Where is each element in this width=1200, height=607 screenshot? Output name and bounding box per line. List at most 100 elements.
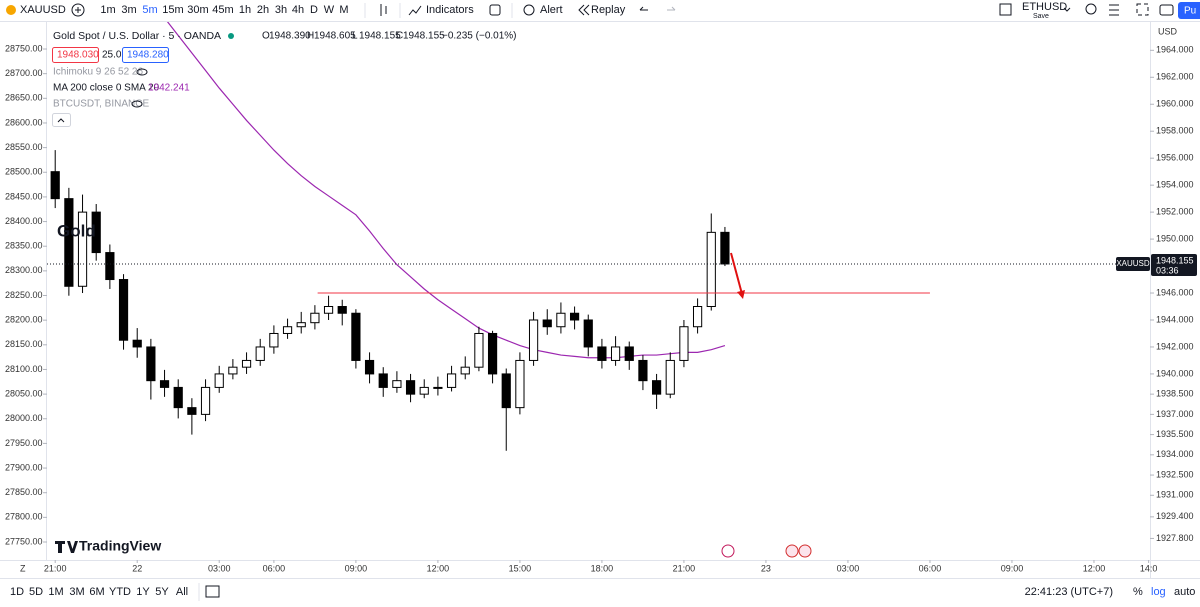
candle-body xyxy=(214,373,224,388)
replay-button[interactable]: Replay xyxy=(591,4,626,16)
chart-type-button[interactable] xyxy=(380,4,387,16)
interval-button[interactable]: 2h xyxy=(257,4,269,16)
interval-button[interactable]: W xyxy=(324,4,335,16)
x-tick-label: 09:00 xyxy=(345,563,368,573)
candle-body xyxy=(515,359,525,409)
spread: 25.0 xyxy=(102,50,122,61)
candle-body xyxy=(282,326,293,334)
save-label[interactable]: Save xyxy=(1033,13,1049,20)
y-tick-label: 1944.000 xyxy=(1156,314,1194,324)
candle-body xyxy=(487,332,498,375)
interval-button[interactable]: 3m xyxy=(121,4,136,16)
y-tick-label: 1956.000 xyxy=(1156,153,1194,163)
range-button[interactable]: 5Y xyxy=(155,586,169,598)
symbol-tag-label: XAUUSD xyxy=(1116,259,1150,268)
indicators-button[interactable]: Indicators xyxy=(426,4,474,16)
layout-name[interactable]: ETHUSD xyxy=(1022,1,1067,13)
candle-body xyxy=(665,359,675,395)
candle-body xyxy=(433,386,443,389)
candle-body xyxy=(310,312,320,324)
brand-logo xyxy=(55,541,78,553)
candle-body xyxy=(146,346,156,382)
templates-button[interactable] xyxy=(489,4,501,16)
ohlc-label: C xyxy=(396,31,403,42)
range-button[interactable]: 1Y xyxy=(136,586,150,598)
range-button[interactable]: 3M xyxy=(69,586,84,598)
legend-change: −0.235 (−0.01%) xyxy=(442,31,517,42)
symbol-tag xyxy=(1116,256,1150,271)
candle-body xyxy=(323,306,334,314)
percent-toggle[interactable]: % xyxy=(1133,586,1143,598)
candle-body xyxy=(405,380,416,395)
interval-button[interactable]: D xyxy=(310,4,318,16)
y2-tick-label: 27900.00 xyxy=(5,462,43,472)
interval-button[interactable]: 45m xyxy=(212,4,233,16)
y-tick-label: 1932.500 xyxy=(1156,469,1194,479)
ma-value: 1942.241 xyxy=(148,83,190,94)
ask-box[interactable] xyxy=(122,47,169,63)
layout-menu[interactable] xyxy=(1063,7,1071,12)
hidden-icon[interactable] xyxy=(136,68,148,76)
candle-body xyxy=(651,380,662,395)
ask: 1948.280 xyxy=(127,50,169,61)
layout-icon[interactable] xyxy=(999,3,1012,16)
settings-button[interactable] xyxy=(1109,4,1119,16)
interval-button[interactable]: 4h xyxy=(292,4,304,16)
event-marker[interactable] xyxy=(785,544,799,558)
y2-tick-label: 28200.00 xyxy=(5,315,43,325)
range-button[interactable]: 1M xyxy=(48,586,63,598)
event-marker[interactable] xyxy=(721,544,735,558)
interval-button[interactable]: 30m xyxy=(187,4,208,16)
x-tick-label: 09:00 xyxy=(1001,563,1024,573)
bid-box[interactable] xyxy=(52,47,99,63)
legend-title: Gold Spot / U.S. Dollar · 5 · OANDA xyxy=(53,30,221,42)
y2-tick-label: 28600.00 xyxy=(5,117,43,127)
auto-toggle[interactable]: auto xyxy=(1174,586,1195,598)
interval-button[interactable]: 5m xyxy=(142,4,157,16)
snapshot-button[interactable] xyxy=(1159,4,1174,16)
y2-tick-label: 28750.00 xyxy=(5,43,43,53)
y2-tick-label: 27950.00 xyxy=(5,438,43,448)
log-toggle[interactable]: log xyxy=(1151,586,1166,598)
y-tick-label: 1942.000 xyxy=(1156,341,1194,351)
y2-tick-label: 28250.00 xyxy=(5,290,43,300)
candle-body xyxy=(228,366,238,375)
range-button[interactable]: All xyxy=(176,586,188,598)
symbol[interactable]: XAUUSD xyxy=(20,4,66,16)
y2-tick-label: 28700.00 xyxy=(5,68,43,78)
x-tick-label: 23 xyxy=(761,563,771,573)
publish-button[interactable] xyxy=(1178,2,1200,19)
hidden-icon[interactable] xyxy=(131,100,143,108)
interval-button[interactable]: 1h xyxy=(239,4,251,16)
range-button[interactable]: YTD xyxy=(109,586,131,598)
candle-body xyxy=(583,319,593,348)
market-open-dot xyxy=(228,33,234,39)
interval-button[interactable]: 1m xyxy=(100,4,115,16)
compare-button[interactable] xyxy=(71,3,85,17)
candle-body xyxy=(460,366,470,375)
interval-button[interactable]: 3h xyxy=(275,4,287,16)
y-tick-label: 1960.000 xyxy=(1156,99,1194,109)
range-button[interactable]: 5D xyxy=(29,586,43,598)
candle-body xyxy=(610,346,621,361)
interval-button[interactable]: 15m xyxy=(162,4,183,16)
range-button[interactable]: 1D xyxy=(10,586,24,598)
interval-button[interactable]: M xyxy=(339,4,348,16)
date-range-button[interactable] xyxy=(205,585,220,598)
overlay-legend: BTCUSDT, BINANCE xyxy=(53,99,149,110)
candle-body xyxy=(159,380,170,388)
fullscreen-button[interactable] xyxy=(1136,3,1149,16)
range-button[interactable]: 6M xyxy=(89,586,104,598)
y2-tick-label: 27800.00 xyxy=(5,512,43,522)
undo-button[interactable] xyxy=(639,6,648,11)
candle-body xyxy=(337,306,347,314)
y-tick-label: 1937.000 xyxy=(1156,409,1194,419)
y2-tick-label: 28000.00 xyxy=(5,413,43,423)
event-marker[interactable] xyxy=(798,544,812,558)
alert-button[interactable]: Alert xyxy=(540,4,563,16)
y-tick-label: 1929.400 xyxy=(1156,511,1194,521)
search-button[interactable] xyxy=(1085,3,1097,15)
ohlc-value: 1948.390 xyxy=(269,31,311,42)
redo-button[interactable] xyxy=(667,6,676,11)
